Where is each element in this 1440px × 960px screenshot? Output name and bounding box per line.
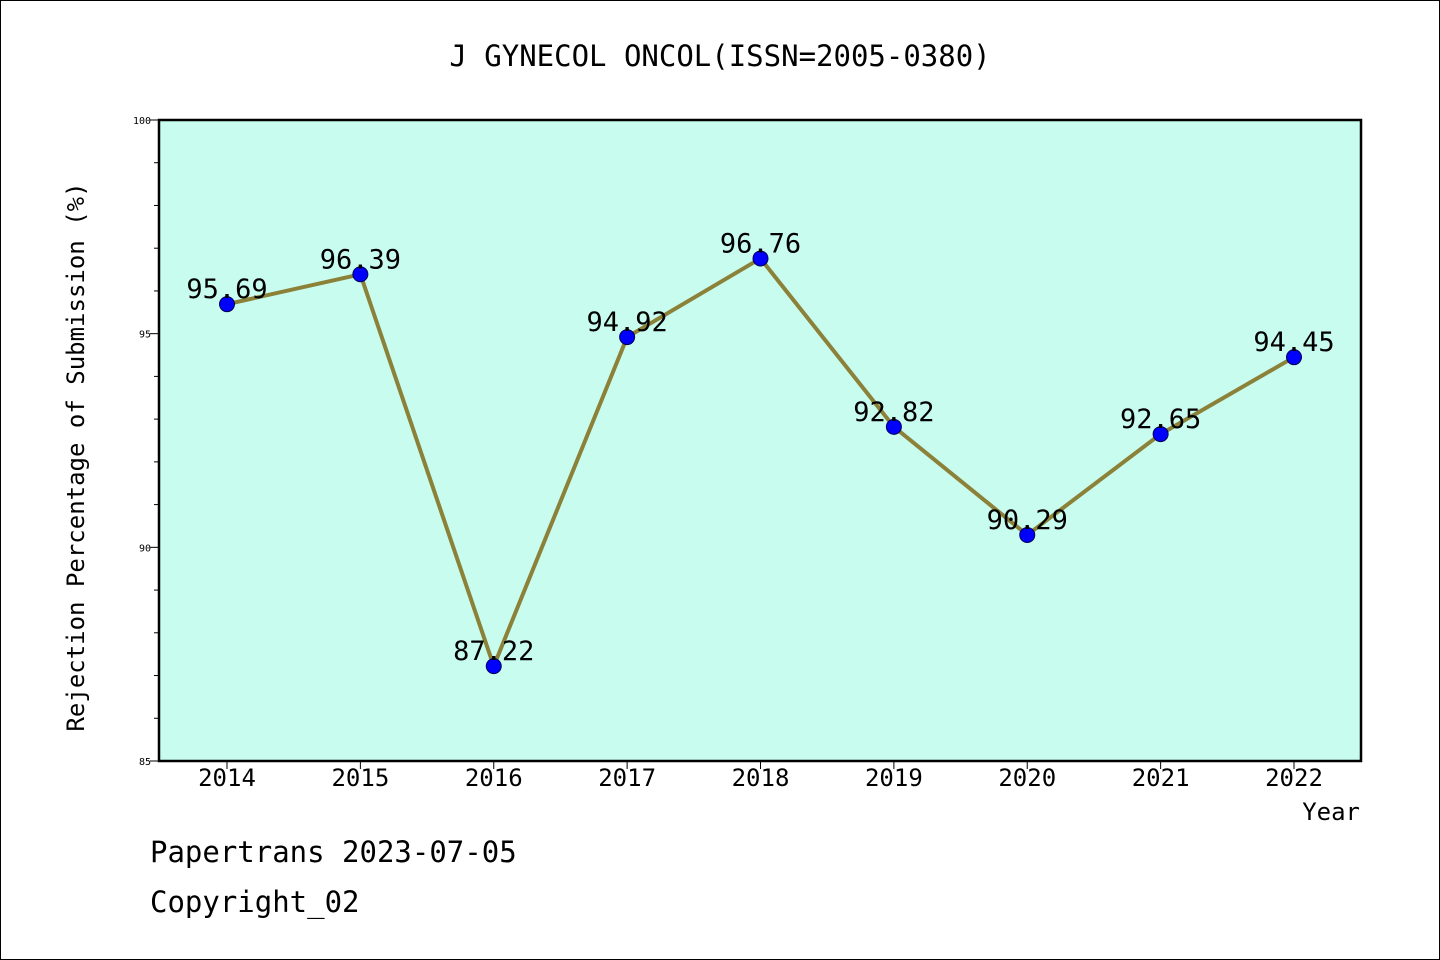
data-point	[352, 266, 369, 283]
plot-area	[159, 120, 1361, 761]
data-point	[1152, 426, 1169, 443]
data-label: 95.69	[186, 274, 267, 305]
x-tick-label: 2017	[598, 764, 656, 792]
y-axis-ticks: 85 90 95 100	[133, 116, 159, 768]
x-tick-label: 2021	[1132, 764, 1190, 792]
data-label: 96.76	[720, 228, 801, 259]
data-point	[885, 418, 902, 435]
x-tick-label: 2022	[1265, 764, 1323, 792]
data-point	[219, 296, 235, 313]
data-point	[619, 329, 636, 346]
y-tick-label: 100	[133, 116, 151, 127]
x-axis-ticks: 2014 2015 2016 2017 2018 2019 2020 2021 2022	[198, 761, 1323, 792]
data-label: 87.22	[453, 636, 534, 667]
chart-title: J GYNECOL ONCOL(ISSN=2005-0380)	[449, 39, 990, 73]
series-line-group	[219, 250, 1302, 675]
x-tick-label: 2020	[998, 764, 1056, 792]
x-tick-label: 2019	[865, 764, 923, 792]
x-tick-label: 2018	[732, 764, 790, 792]
data-label: 94.45	[1253, 327, 1334, 358]
footer-date: Papertrans 2023-07-05	[150, 835, 517, 869]
x-axis-label: Year	[1302, 798, 1360, 826]
y-axis-label: Rejection Percentage of Submission (%)	[62, 182, 90, 731]
data-label: 92.65	[1120, 404, 1201, 435]
data-point	[485, 658, 502, 675]
plot-border	[157, 118, 1363, 763]
y-tick-label: 85	[139, 757, 151, 768]
data-labels: 95.69 96.39 87.22 94.92 96.76 92.82 90.29 92.65…	[186, 228, 1334, 667]
x-tick-label: 2016	[465, 764, 523, 792]
x-tick-label: 2014	[198, 764, 256, 792]
y-tick-label: 90	[139, 543, 151, 554]
data-point	[752, 250, 769, 267]
data-label: 92.82	[853, 397, 934, 428]
data-point	[1019, 526, 1036, 543]
data-label: 96.39	[320, 244, 401, 275]
x-tick-label: 2015	[331, 764, 389, 792]
footer-copyright: Copyright_02	[150, 885, 360, 919]
data-label: 94.92	[586, 307, 667, 338]
y-tick-label: 95	[139, 330, 151, 341]
data-point	[1286, 349, 1302, 366]
data-label: 90.29	[987, 505, 1068, 536]
